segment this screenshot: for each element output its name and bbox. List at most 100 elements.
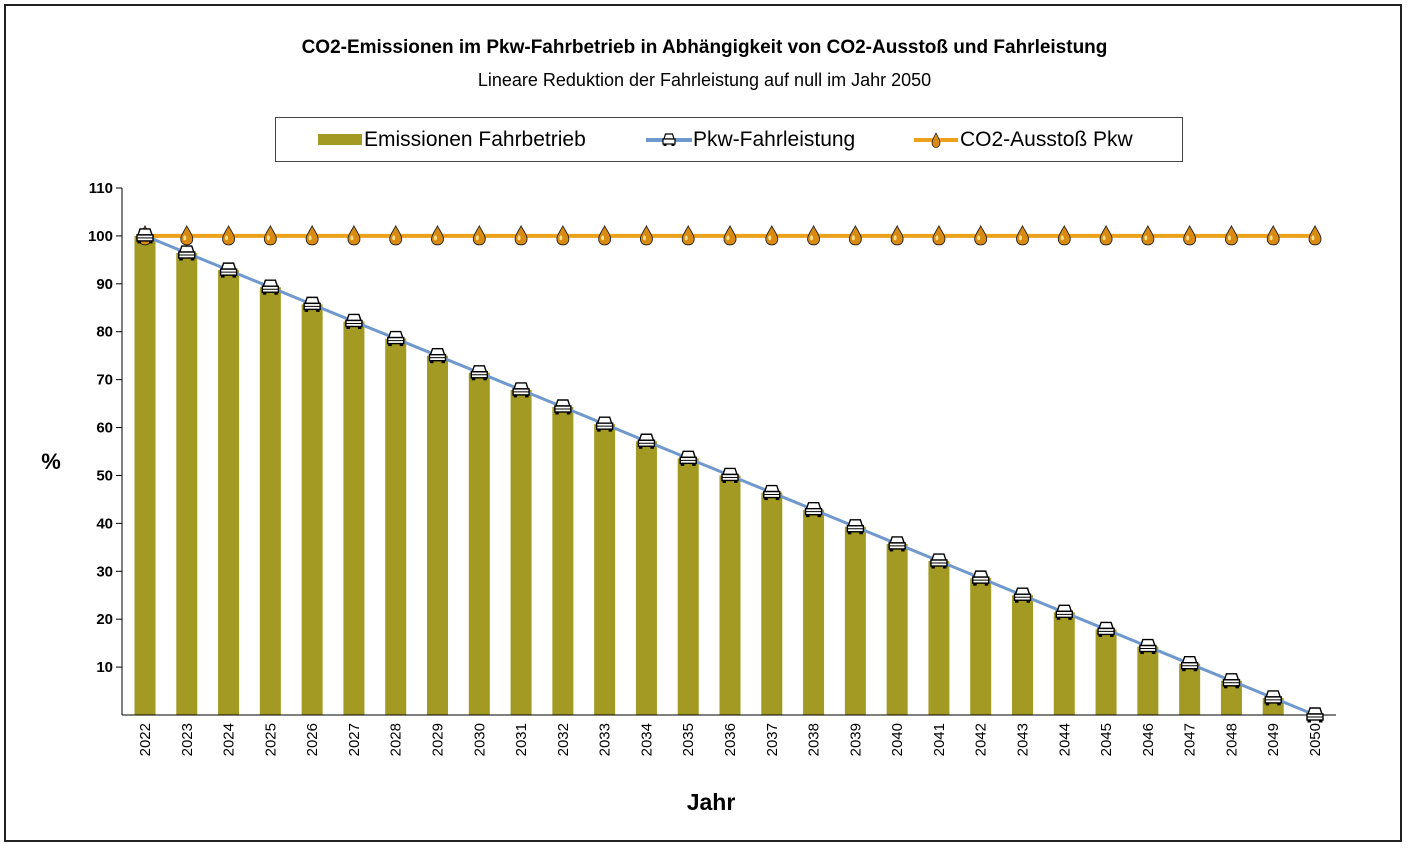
x-tick-label: 2037 bbox=[764, 723, 781, 756]
car-icon bbox=[888, 536, 906, 552]
y-tick-label: 100 bbox=[88, 228, 113, 245]
car-icon bbox=[470, 365, 488, 381]
oil-drop-icon bbox=[931, 132, 941, 148]
car-icon bbox=[662, 133, 676, 146]
car-icon bbox=[804, 501, 823, 518]
legend-swatch-fahrleistung bbox=[646, 133, 692, 146]
chart-frame bbox=[4, 4, 1402, 842]
bar bbox=[218, 270, 240, 715]
x-tick-label: 2039 bbox=[847, 723, 864, 756]
x-tick-label: 2029 bbox=[430, 723, 447, 756]
x-tick-label: 2033 bbox=[597, 723, 614, 756]
car-icon bbox=[1097, 621, 1115, 637]
car-icon bbox=[387, 330, 405, 347]
car-icon bbox=[763, 484, 781, 501]
bar bbox=[886, 543, 908, 715]
oil-drop-icon bbox=[723, 224, 737, 246]
car-icon bbox=[345, 313, 363, 329]
y-tick-label: 60 bbox=[96, 420, 113, 437]
oil-drop-icon bbox=[389, 224, 403, 246]
bar bbox=[803, 509, 825, 715]
x-tick-label: 2041 bbox=[931, 723, 948, 756]
car-icon bbox=[303, 296, 321, 312]
oil-drop-icon bbox=[932, 224, 946, 246]
oil-drop-icon bbox=[431, 224, 444, 246]
x-tick-label: 2030 bbox=[471, 723, 488, 756]
legend-label-emissionen: Emissionen Fahrbetrieb bbox=[364, 128, 586, 151]
car-icon bbox=[428, 347, 447, 364]
x-tick-label: 2025 bbox=[262, 723, 279, 756]
oil-drop-icon bbox=[556, 224, 570, 246]
oil-drop-icon bbox=[222, 224, 236, 246]
oil-drop-icon bbox=[1308, 224, 1322, 246]
y-tick-label: 30 bbox=[96, 563, 113, 580]
bar bbox=[1095, 629, 1117, 715]
bar bbox=[1179, 663, 1201, 715]
chart-subtitle: Lineare Reduktion der Fahrleistung auf n… bbox=[477, 70, 932, 90]
bar bbox=[1220, 680, 1242, 715]
car-icon bbox=[1055, 604, 1073, 620]
car-icon bbox=[846, 519, 865, 535]
oil-drop-icon bbox=[1266, 224, 1280, 246]
bar bbox=[1012, 595, 1033, 715]
line-series bbox=[136, 224, 1324, 723]
car-icon bbox=[637, 433, 656, 449]
x-tick-label: 2045 bbox=[1098, 723, 1115, 756]
oil-drop-icon bbox=[848, 224, 862, 246]
y-tick-label: 50 bbox=[96, 467, 113, 484]
oil-drop-icon bbox=[514, 224, 528, 246]
car-icon bbox=[261, 279, 280, 295]
x-tick-label: 2036 bbox=[722, 723, 739, 756]
x-tick-label: 2049 bbox=[1265, 723, 1282, 756]
oil-drop-icon bbox=[1141, 224, 1155, 246]
bar-series bbox=[134, 235, 1284, 715]
car-icon bbox=[136, 228, 154, 244]
bar bbox=[510, 389, 532, 715]
x-tick-label: 2028 bbox=[388, 723, 405, 756]
car-icon bbox=[512, 382, 530, 398]
oil-drop-icon bbox=[1224, 224, 1238, 246]
oil-drop-icon bbox=[807, 224, 821, 246]
chart-title: CO2-Emissionen im Pkw-Fahrbetrieb in Abh… bbox=[301, 37, 1108, 58]
bar bbox=[1137, 646, 1159, 715]
car-icon bbox=[972, 570, 990, 586]
bar bbox=[552, 406, 574, 715]
y-tick-label: 110 bbox=[89, 180, 113, 197]
bar bbox=[468, 372, 490, 715]
car-icon bbox=[679, 450, 697, 466]
y-tick-label: 20 bbox=[96, 611, 113, 628]
y-tick-label: 80 bbox=[96, 324, 113, 341]
x-tick-label: 2022 bbox=[137, 723, 154, 756]
bar bbox=[594, 424, 616, 715]
y-tick-label: 90 bbox=[96, 276, 113, 293]
axis-labels: % Jahr bbox=[41, 449, 735, 815]
x-tick-label: 2044 bbox=[1056, 723, 1073, 756]
x-tick-label: 2032 bbox=[555, 723, 572, 756]
oil-drop-icon bbox=[974, 224, 988, 246]
legend: Emissionen Fahrbetrieb Pkw-Fahrleistung … bbox=[275, 117, 1183, 162]
bar bbox=[1053, 612, 1075, 715]
oil-drop-icon bbox=[890, 224, 904, 246]
x-tick-label: 2050 bbox=[1307, 723, 1324, 756]
car-icon bbox=[1013, 587, 1032, 603]
bar bbox=[343, 321, 365, 715]
y-tick-label: 40 bbox=[96, 515, 113, 532]
car-icon bbox=[554, 399, 572, 415]
bar bbox=[259, 287, 281, 715]
legend-swatch-emissionen bbox=[318, 134, 362, 145]
car-icon bbox=[1222, 673, 1241, 689]
car-icon bbox=[595, 416, 614, 432]
bar bbox=[928, 561, 950, 715]
oil-drop-icon bbox=[347, 224, 361, 246]
x-tick-label: 2046 bbox=[1140, 723, 1157, 756]
oil-drop-icon bbox=[1057, 224, 1071, 246]
x-tick-label: 2024 bbox=[221, 723, 238, 756]
x-tick-label: 2027 bbox=[346, 723, 363, 756]
bar bbox=[970, 578, 992, 715]
bar bbox=[134, 235, 156, 715]
oil-drop-icon bbox=[305, 224, 319, 246]
car-icon bbox=[219, 262, 238, 278]
car-icon bbox=[1180, 655, 1199, 672]
bar bbox=[385, 338, 407, 715]
